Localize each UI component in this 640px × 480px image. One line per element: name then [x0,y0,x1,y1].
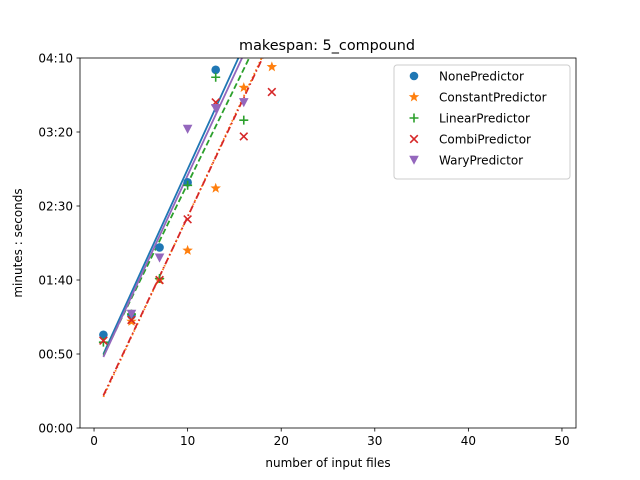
y-tick-label: 04:10 [38,51,73,65]
data-point-WaryPredictor-2 [182,124,193,134]
legend-label: NonePredictor [439,69,524,83]
data-point-LinearPredictor-0 [98,337,108,347]
data-point-ConstantPredictor-4 [238,82,249,93]
y-tick-label: 00:50 [38,347,73,361]
x-tick-label: 50 [554,434,569,448]
data-point-CombiPredictor-3 [183,214,192,224]
y-tick-label: 03:20 [38,125,73,139]
data-point-NonePredictor-0 [99,330,108,340]
y-axis: 00:00 00:50 01:40 02:30 03:20 04:10 [38,51,80,435]
x-tick-label: 30 [367,434,382,448]
data-point-ConstantPredictor-5 [266,61,278,72]
y-tick-label: 00:00 [38,421,73,435]
legend-label: LinearPredictor [439,111,530,125]
data-point-WaryPredictor-1 [154,253,165,263]
plot-frame [79,57,577,429]
data-point-LinearPredictor-4 [211,72,221,82]
data-point-NonePredictor-2 [155,243,164,252]
data-point-CombiPredictor-5 [239,132,249,141]
legend-label: CombiPredictor [439,132,531,146]
legend: NonePredictor ConstantPredictor LinearPred… [393,64,571,180]
legend-marker-WaryPredictor [409,155,419,165]
y-tick-label: 02:30 [38,199,73,213]
x-axis: 0 10 20 30 40 50 [90,428,570,448]
chart-title: makespan: 5_compound [239,38,415,54]
data-point-CombiPredictor-6 [267,87,277,97]
data-point-LinearPredictor-5 [239,115,249,125]
data-point-CombiPredictor-1 [127,315,136,325]
data-point-ConstantPredictor-3 [210,182,221,193]
legend-label: WaryPredictor [439,153,523,167]
legend-marker-NonePredictor [409,71,419,81]
x-tick-label: 40 [461,434,476,448]
legend-label: ConstantPredictor [439,90,547,104]
data-point-CombiPredictor-2 [155,275,164,285]
x-tick-label: 0 [90,434,98,448]
data-point-CombiPredictor-0 [99,336,108,346]
data-points [98,61,278,347]
data-point-ConstantPredictor-2 [182,244,193,255]
data-point-WaryPredictor-3 [210,104,221,114]
x-tick-label: 10 [180,434,195,448]
x-tick-label: 20 [274,434,289,448]
data-point-LinearPredictor-3 [183,180,193,190]
fit-line-WaryPredictor [102,58,244,358]
x-axis-label: number of input files [265,456,390,470]
y-tick-label: 01:40 [38,273,73,287]
data-point-LinearPredictor-2 [155,274,165,284]
data-point-WaryPredictor-4 [238,98,249,108]
legend-marker-ConstantPredictor [408,91,420,102]
fit-line-NonePredictor [102,58,240,355]
data-point-WaryPredictor-0 [126,309,137,319]
y-axis-label: minutes : seconds [11,188,25,297]
data-point-NonePredictor-4 [211,65,220,75]
legend-marker-LinearPredictor [409,113,419,123]
legend-marker-CombiPredictor [409,134,419,144]
legend-box [393,64,571,180]
